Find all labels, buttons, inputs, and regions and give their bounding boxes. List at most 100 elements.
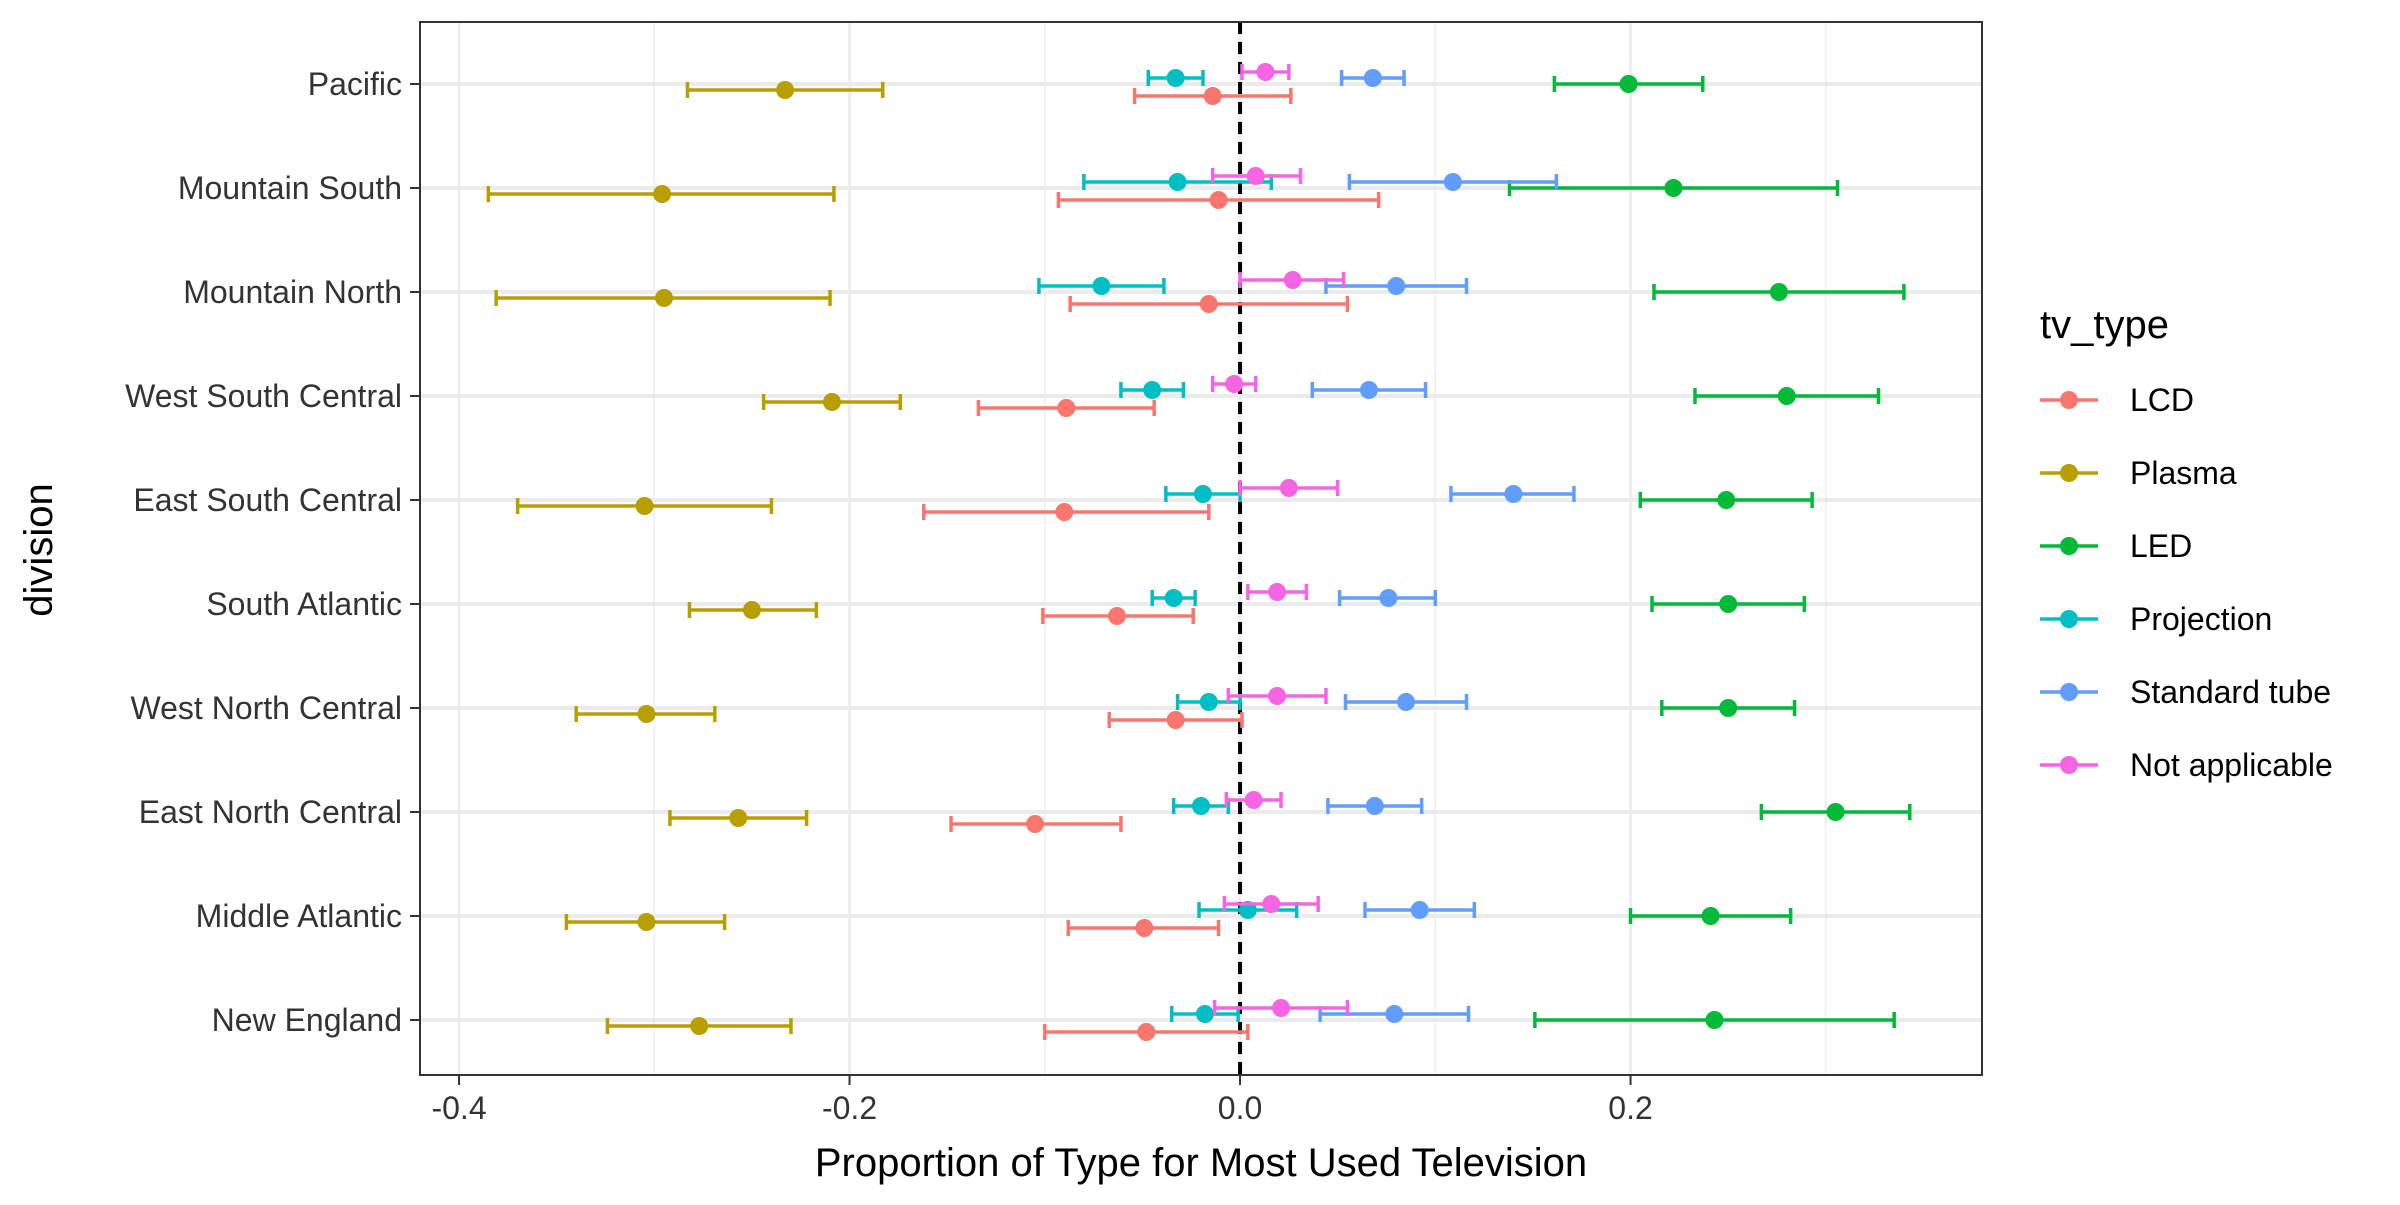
data-point — [1225, 375, 1244, 393]
axes: -0.4 -0.2 0.0 0.2 Pacific Mountain South Mount… — [125, 66, 1653, 1126]
legend-item: Plasma — [2040, 455, 2237, 491]
data-point — [776, 81, 795, 99]
x-tick-label: 0.2 — [1608, 1090, 1652, 1126]
legend-title: tv_type — [2040, 303, 2169, 347]
data-point — [637, 705, 656, 723]
data-point — [1195, 1005, 1214, 1023]
y-tick-label: East North Central — [139, 794, 402, 830]
legend-label: LCD — [2130, 382, 2194, 418]
legend-key-point — [2060, 683, 2078, 701]
data-point — [1246, 167, 1265, 185]
y-tick-label: East South Central — [133, 482, 402, 518]
legend-label: Plasma — [2130, 455, 2237, 491]
data-point — [1262, 895, 1281, 913]
legend-key-point — [2060, 756, 2078, 774]
data-point — [655, 289, 674, 307]
y-axis-title: division — [17, 483, 61, 616]
data-point — [1387, 277, 1406, 295]
data-point — [1719, 699, 1738, 717]
y-tick-label: Pacific — [308, 66, 402, 102]
data-point — [1092, 277, 1111, 295]
data-point — [690, 1017, 709, 1035]
legend-item: LCD — [2040, 382, 2194, 418]
data-point — [1164, 589, 1183, 607]
x-tick-label: 0.0 — [1218, 1090, 1262, 1126]
data-point — [1143, 381, 1162, 399]
series-not-applicable — [1210, 63, 1350, 1017]
data-point — [1443, 173, 1462, 191]
data-point — [1701, 907, 1720, 925]
legend-label: LED — [2130, 528, 2192, 564]
data-point — [1410, 901, 1429, 919]
data-point — [1026, 815, 1045, 833]
y-tick-label: West South Central — [125, 378, 402, 414]
data-point — [1166, 711, 1185, 729]
data-point — [1385, 1005, 1404, 1023]
data-point — [1705, 1011, 1724, 1029]
data-point — [1717, 491, 1736, 509]
legend-key-point — [2060, 464, 2078, 482]
data-point — [1057, 399, 1076, 417]
series-projection — [1037, 69, 1299, 1023]
legend-key-point — [2060, 391, 2078, 409]
data-series — [486, 63, 1912, 1041]
legend-item: Standard tube — [2040, 674, 2331, 710]
legend: tv_type LCD Plasma LED Projection Standard t… — [2040, 303, 2333, 783]
data-point — [1826, 803, 1845, 821]
data-point — [1135, 919, 1154, 937]
data-point — [1137, 1023, 1156, 1041]
data-point — [1769, 283, 1788, 301]
data-point — [1193, 485, 1212, 503]
data-point — [1168, 173, 1187, 191]
y-tick-label: Mountain South — [178, 170, 402, 206]
data-point — [742, 601, 761, 619]
data-point — [1055, 503, 1074, 521]
data-point — [1397, 693, 1416, 711]
data-point — [729, 809, 748, 827]
data-point — [1272, 999, 1291, 1017]
data-point — [1166, 69, 1185, 87]
series-lcd — [921, 87, 1381, 1041]
data-point — [1363, 69, 1382, 87]
y-tick-label: West North Central — [131, 690, 403, 726]
legend-label: Projection — [2130, 601, 2272, 637]
legend-key-point — [2060, 537, 2078, 555]
series-plasma — [486, 81, 903, 1035]
legend-key-point — [2060, 610, 2078, 628]
y-tick-label: New England — [212, 1002, 402, 1038]
data-point — [1777, 387, 1796, 405]
data-point — [1199, 693, 1218, 711]
series-led — [1507, 75, 1912, 1029]
legend-label: Standard tube — [2130, 674, 2331, 710]
legend-item: Projection — [2040, 601, 2272, 637]
x-tick-label: -0.4 — [431, 1090, 486, 1126]
data-point — [822, 393, 841, 411]
data-point — [1719, 595, 1738, 613]
data-point — [1619, 75, 1638, 93]
y-tick-label: Mountain North — [183, 274, 402, 310]
data-point — [1209, 191, 1228, 209]
data-point — [1199, 295, 1218, 313]
legend-label: Not applicable — [2130, 747, 2333, 783]
data-point — [1504, 485, 1523, 503]
data-point — [1279, 479, 1298, 497]
legend-item: Not applicable — [2040, 747, 2333, 783]
data-point — [1664, 179, 1683, 197]
data-point — [1268, 687, 1287, 705]
data-point — [1203, 87, 1222, 105]
x-tick-label: -0.2 — [822, 1090, 877, 1126]
data-point — [1192, 797, 1210, 815]
data-point — [1268, 583, 1287, 601]
panel-background — [420, 22, 1982, 1075]
data-point — [635, 497, 654, 515]
legend-item: LED — [2040, 528, 2192, 564]
data-point — [1359, 381, 1378, 399]
data-point — [1256, 63, 1275, 81]
y-tick-label: South Atlantic — [206, 586, 402, 622]
data-point — [1244, 791, 1263, 809]
data-point — [1365, 797, 1384, 815]
data-point — [1379, 589, 1398, 607]
y-tick-label: Middle Atlantic — [196, 898, 402, 934]
